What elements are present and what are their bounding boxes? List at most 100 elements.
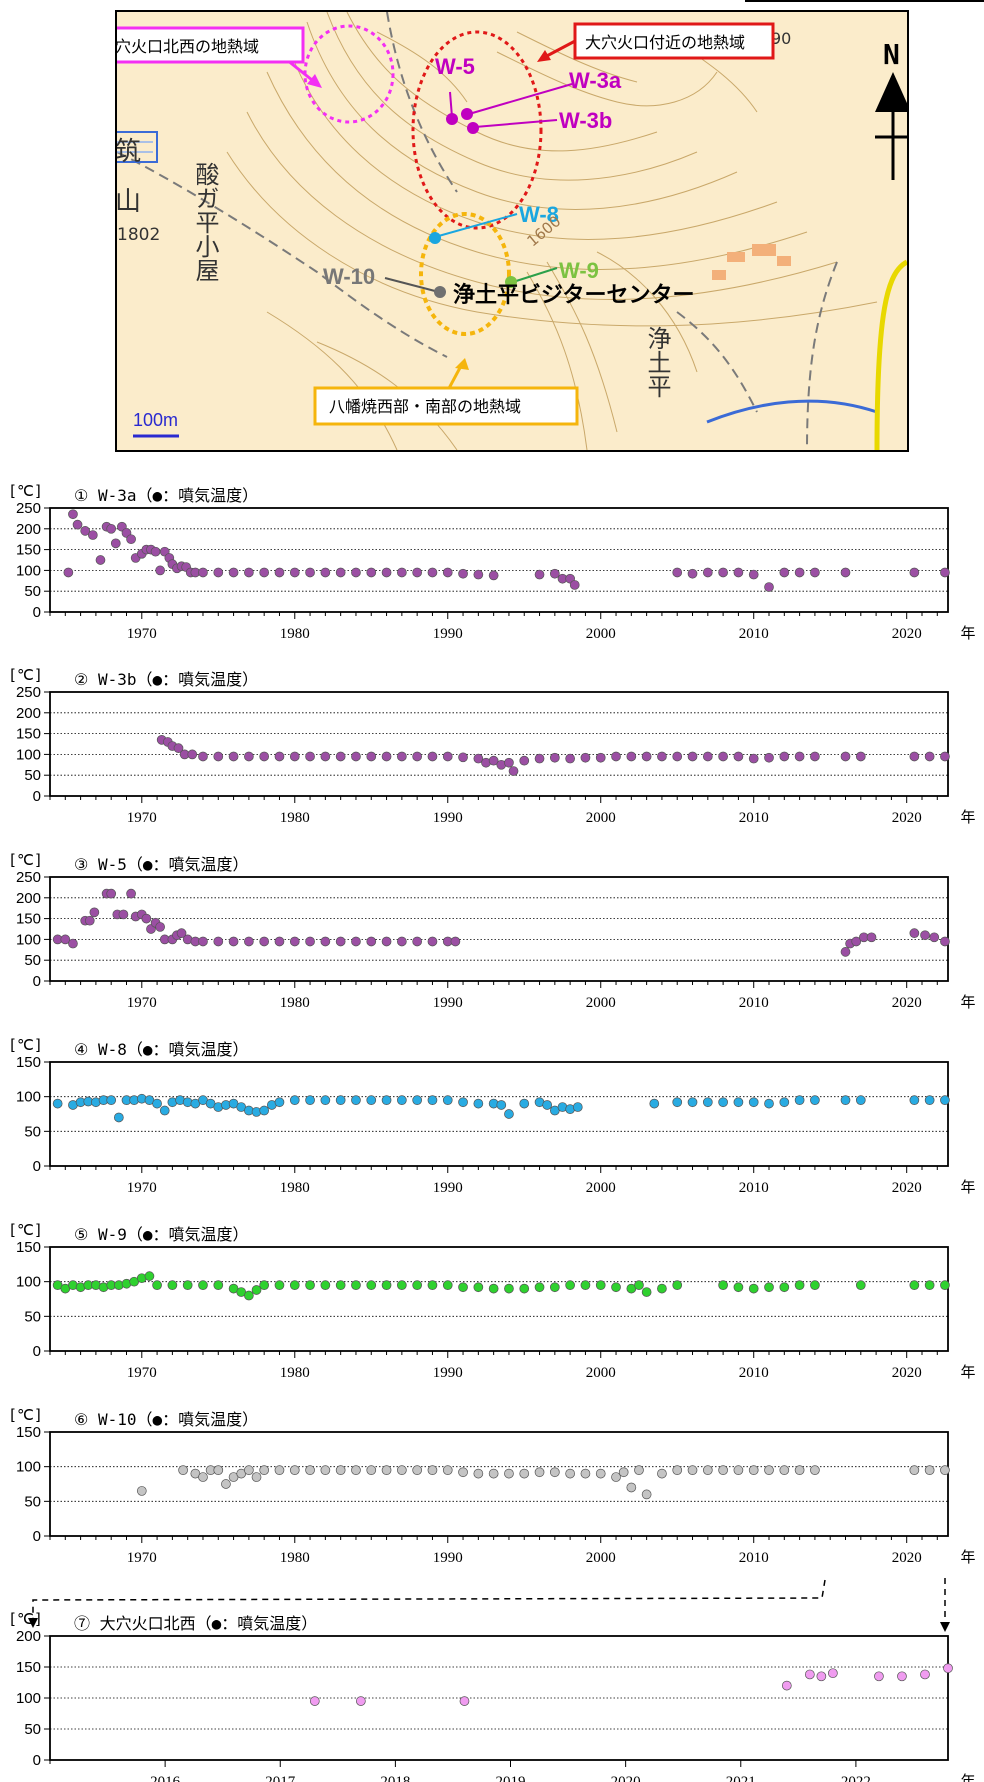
plot-frame — [49, 1061, 949, 1167]
y-axis-unit: [℃] — [8, 1036, 43, 1054]
data-point — [488, 755, 499, 766]
x-tick-label: 1990 — [433, 995, 463, 1011]
y-tick-label: 50 — [24, 1123, 41, 1140]
data-point — [764, 582, 774, 592]
y-tick-label: 200 — [16, 1628, 41, 1645]
x-tick-label: 2016 — [150, 1774, 181, 1782]
data-point — [611, 1282, 621, 1293]
area-crater-label: 大穴火口付近の地熱域 — [585, 33, 745, 52]
chart-3: 0 50 100 150 200 250 1970 1980 1990 2000 2010 2020 年… — [8, 851, 976, 1011]
data-point — [366, 1280, 377, 1290]
y-tick-label: 0 — [33, 788, 41, 805]
data-point — [213, 751, 224, 762]
data-point — [687, 568, 698, 579]
data-point — [626, 751, 637, 762]
data-point — [442, 567, 453, 578]
data-point — [397, 1280, 407, 1290]
connector-arrow-left — [28, 1618, 38, 1628]
y-tick-label: 150 — [16, 726, 41, 743]
x-axis-unit: 年 — [960, 1178, 975, 1196]
data-point — [508, 766, 519, 776]
data-point — [427, 1095, 438, 1105]
y-axis-unit: [℃] — [8, 851, 43, 869]
plot-frame — [49, 507, 949, 613]
data-point — [259, 1280, 270, 1290]
data-point — [198, 1280, 208, 1290]
data-point — [781, 1680, 792, 1691]
data-point — [897, 1671, 907, 1682]
data-point — [397, 1095, 407, 1105]
data-point — [641, 1287, 652, 1297]
data-point — [504, 1468, 514, 1479]
data-point — [565, 1280, 575, 1290]
data-point — [794, 1095, 805, 1105]
data-point — [702, 751, 713, 762]
data-point — [381, 1465, 392, 1475]
data-point — [274, 1465, 285, 1475]
data-point — [366, 1095, 377, 1105]
x-tick-label: 2000 — [586, 626, 616, 642]
x-tick-label: 2022 — [841, 1774, 871, 1782]
data-point — [764, 1098, 774, 1109]
data-point — [289, 567, 300, 578]
data-point — [351, 1280, 361, 1290]
data-point — [335, 1280, 346, 1290]
data-point — [320, 1095, 331, 1105]
data-point — [355, 1696, 366, 1706]
station-label-w10: W-10 — [323, 264, 375, 289]
x-tick-label: 1980 — [280, 1180, 310, 1196]
chart-2: 0 50 100 150 200 250 1970 1980 1990 2000 2010 2020 年… — [8, 666, 976, 826]
data-point — [473, 569, 484, 580]
data-point — [924, 751, 935, 762]
data-point — [289, 1095, 300, 1105]
data-point — [810, 1280, 820, 1290]
x-tick-label: 2020 — [892, 1180, 922, 1196]
data-point — [244, 936, 254, 947]
data-point — [595, 1468, 606, 1479]
data-point — [274, 1097, 285, 1108]
data-point — [920, 1669, 930, 1680]
y-tick-label: 50 — [24, 1308, 41, 1325]
data-point — [657, 1283, 667, 1294]
location-map: W-5 W-3a W-3b W-8 W-9 W-10 浄土平ビジターセンター 9… — [115, 10, 909, 452]
y-tick-label: 150 — [16, 1424, 41, 1441]
data-point — [442, 1465, 453, 1475]
data-point — [488, 1468, 499, 1479]
data-point — [572, 1102, 583, 1112]
data-point — [748, 1097, 759, 1108]
data-point — [144, 1271, 155, 1281]
data-point — [427, 567, 438, 578]
data-point — [718, 751, 728, 762]
data-point — [595, 1280, 606, 1290]
data-point — [459, 1696, 470, 1706]
x-axis-unit: 年 — [960, 993, 975, 1011]
data-point — [152, 1280, 162, 1290]
data-point — [940, 1095, 950, 1105]
data-point — [351, 1465, 361, 1475]
data-point — [909, 751, 920, 762]
y-tick-label: 50 — [24, 583, 41, 600]
data-point — [259, 751, 270, 762]
x-tick-label: 1990 — [433, 810, 463, 826]
data-point — [924, 1280, 935, 1290]
data-point — [176, 928, 187, 939]
x-tick-label: 1970 — [127, 1365, 157, 1381]
data-point — [187, 749, 198, 760]
x-tick-label: 2020 — [611, 1774, 641, 1782]
data-point — [810, 751, 820, 762]
data-point — [80, 526, 91, 536]
data-point — [427, 751, 438, 762]
data-point — [198, 751, 208, 762]
data-point — [687, 1465, 698, 1475]
x-tick-label: 2010 — [739, 1180, 769, 1196]
hut-label: 酸ガ平小屋 — [191, 162, 219, 282]
data-point — [412, 567, 423, 578]
data-point — [473, 753, 484, 764]
data-point — [626, 1482, 637, 1493]
data-point — [595, 752, 606, 763]
data-point — [442, 751, 453, 762]
chart-title: ② W-3b（●：噴気温度） — [74, 670, 258, 689]
data-point — [940, 1465, 950, 1475]
y-axis-unit: [℃] — [8, 666, 43, 684]
data-point — [851, 936, 862, 947]
